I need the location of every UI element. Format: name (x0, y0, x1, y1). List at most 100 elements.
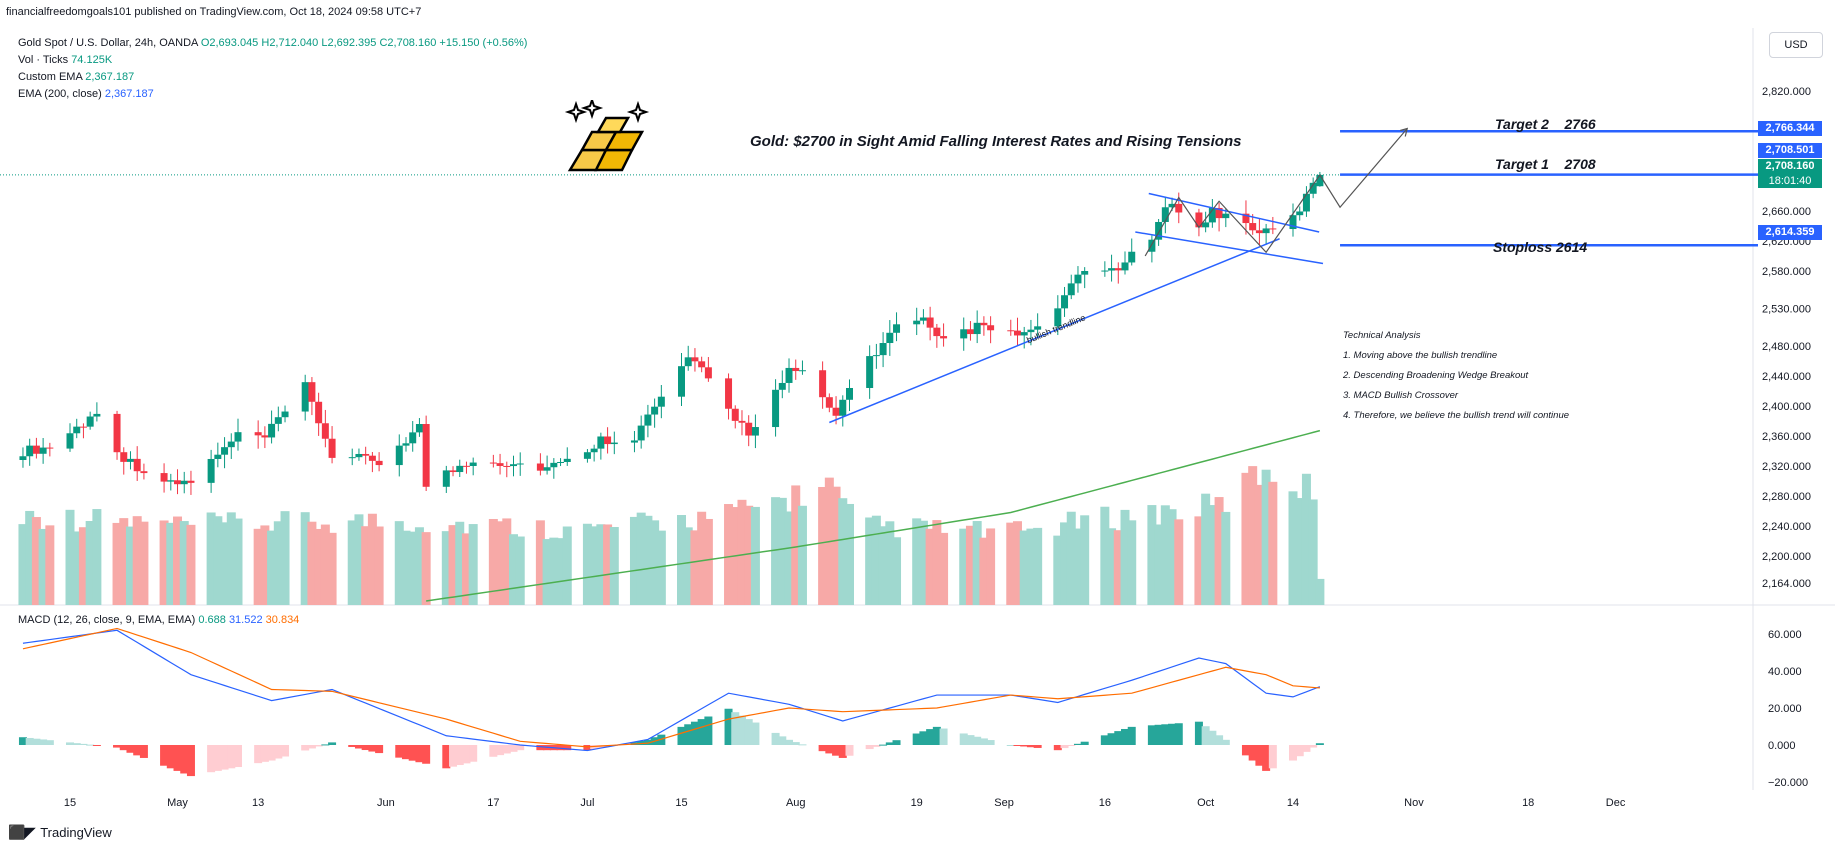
volume-bar (965, 525, 975, 605)
volume-bar (1113, 530, 1123, 605)
volume-bar (461, 533, 471, 605)
volume-bar (871, 515, 881, 605)
macd-histogram-bar (92, 745, 101, 746)
macd-histogram-bar (166, 745, 175, 769)
candle (919, 317, 927, 321)
candle (510, 464, 518, 467)
macd-histogram-bar (771, 732, 780, 745)
candle (1148, 239, 1156, 252)
candle (39, 447, 47, 454)
volume-bar (1221, 511, 1231, 605)
ohlc-row: Gold Spot / U.S. Dollar, 24h, OANDA O2,6… (18, 35, 527, 52)
candle (604, 436, 612, 445)
candle (1255, 230, 1263, 234)
candle (113, 413, 121, 453)
macd-histogram-bar (1067, 745, 1076, 746)
volume-bar (273, 521, 283, 605)
volume-bar (1160, 505, 1170, 605)
volume-bar (72, 531, 82, 605)
macd-histogram-bar (1255, 745, 1264, 766)
volume-bar (502, 518, 512, 605)
macd-histogram-bar (744, 719, 753, 745)
macd-histogram-bar (939, 728, 948, 745)
volume-bar (408, 531, 418, 605)
volume-bar (1301, 473, 1311, 605)
macd-histogram-bar (1289, 745, 1297, 761)
volume-bar (1207, 505, 1217, 605)
macd-histogram-bar (39, 739, 48, 745)
volume-bar (314, 528, 324, 605)
volume-bar (509, 534, 519, 605)
volume-bar (603, 524, 613, 605)
custom-ema-row[interactable]: Custom EMA 2,367.187 (18, 69, 527, 86)
candles (19, 171, 1324, 495)
change-value: +15.150 (+0.56%) (439, 37, 528, 49)
ema-value: 2,367.187 (104, 88, 154, 100)
macd-histogram-bar (213, 745, 222, 771)
volume-bar (173, 516, 183, 605)
volume-bar (495, 521, 505, 605)
time-tick-label: 13 (252, 797, 264, 809)
price-tick-label: 2,660.000 (1762, 206, 1811, 218)
candle (785, 367, 793, 383)
macd-histogram-bar (18, 737, 27, 745)
macd-histogram-bar (872, 745, 881, 747)
macd-histogram-bar (704, 716, 713, 745)
macd-histogram-bar (422, 745, 431, 764)
macd-histogram-bar (32, 738, 41, 745)
volume-bar (1254, 484, 1264, 605)
macd-histogram-bar (1053, 745, 1062, 751)
axes: 2,820.0002,660.0002,620.0002,580.0002,53… (64, 86, 1811, 809)
macd-histogram-bar (879, 744, 888, 746)
volume-bar (1154, 524, 1164, 605)
footer[interactable]: ⬛◤ TradingView (8, 824, 112, 841)
candle (79, 426, 87, 428)
macd-histogram-bar (260, 745, 269, 762)
time-tick-label: May (167, 797, 188, 809)
volume-bar (1006, 522, 1016, 605)
macd-legend[interactable]: MACD (12, 26, close, 9, EMA, EMA) 0.688 … (18, 614, 299, 626)
macd-histogram-bar (1080, 741, 1089, 745)
macd-histogram-bar (1174, 723, 1183, 745)
volume-bar (488, 518, 498, 605)
candle (772, 389, 780, 428)
candle (1242, 213, 1250, 224)
target1-label: Target 1 2708 (1495, 156, 1596, 172)
volume-bar (233, 518, 243, 605)
analysis-title: Technical Analysis (1343, 330, 1421, 341)
ema200-line (426, 429, 1321, 602)
volume-bar (65, 509, 75, 605)
macd-histogram-bar (220, 745, 229, 770)
macd-histogram-bar (1208, 730, 1217, 745)
macd-histogram-bar (731, 712, 740, 745)
technical-analysis-note: Technical Analysis 1. Moving above the b… (1343, 326, 1569, 426)
volume-bar (374, 526, 384, 605)
candle (19, 456, 27, 460)
volume-bar (831, 486, 841, 605)
currency-button[interactable]: USD (1769, 32, 1823, 58)
macd-tick-label: 60.000 (1768, 629, 1802, 641)
volume-bar (132, 516, 142, 605)
volume-bar (206, 512, 216, 605)
volume-bar (1308, 499, 1318, 605)
macd-histogram-bar (912, 733, 921, 745)
volume-bar (737, 499, 747, 605)
volume-bar (1107, 528, 1117, 605)
volume-bar (1127, 520, 1137, 605)
projection-arrowhead (1400, 127, 1409, 137)
volume-bar (912, 518, 922, 605)
time-tick-label: Aug (786, 797, 806, 809)
symbol-name[interactable]: Gold Spot / U.S. Dollar, 24h, OANDA (18, 37, 198, 49)
volume-row[interactable]: Vol · Ticks 74.125K (18, 52, 527, 69)
macd-histogram-bar (375, 745, 384, 754)
candle (886, 332, 894, 344)
macd-histogram-bar (1309, 745, 1318, 748)
volume-bar (918, 520, 928, 605)
time-tick-label: Nov (1404, 797, 1424, 809)
candle (66, 433, 74, 449)
ema-row[interactable]: EMA (200, close) 2,367.187 (18, 86, 527, 103)
volume-bar (179, 521, 189, 605)
volume-bar (320, 524, 330, 605)
candle (362, 453, 370, 456)
